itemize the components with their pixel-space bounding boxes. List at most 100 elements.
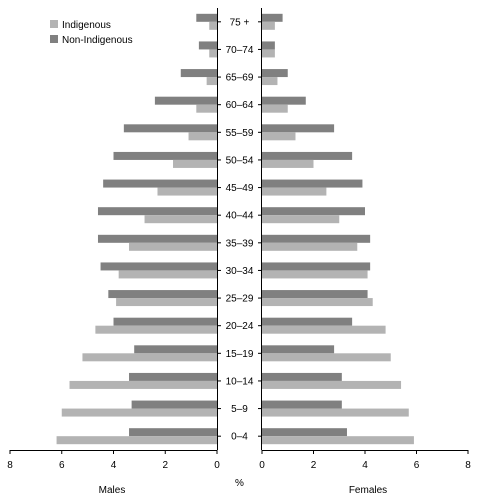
age-labels-group: 0–4 5–9 10–14 15–19 20–24 25–29 30–34 35–39 40–4… [226, 17, 254, 442]
bar-males-non-indigenous-50-54 [113, 151, 217, 160]
age-label-15-19: 15–19 [226, 349, 254, 360]
bars-group [56, 13, 414, 445]
age-label-75: 75 + [230, 17, 250, 28]
age-label-30-34: 30–34 [226, 266, 254, 277]
legend-swatch-indigenous [50, 20, 58, 28]
bar-females-non-indigenous-5-9 [262, 400, 342, 409]
bar-males-non-indigenous-0-4 [129, 428, 217, 437]
age-label-20-24: 20–24 [226, 321, 254, 332]
bar-females-non-indigenous-20-24 [262, 317, 353, 326]
x-tick-label-left-0: 0 [214, 460, 220, 471]
bar-females-indigenous-35-39 [262, 242, 358, 251]
bar-males-non-indigenous-40-44 [97, 207, 217, 216]
age-label-40-44: 40–44 [226, 211, 254, 222]
bar-females-indigenous-40-44 [262, 215, 340, 224]
bar-males-indigenous-0-4 [56, 436, 218, 445]
bar-males-non-indigenous-5-9 [131, 400, 217, 409]
bar-females-non-indigenous-0-4 [262, 428, 347, 437]
bar-males-non-indigenous-15-19 [134, 345, 217, 354]
age-label-55-59: 55–59 [226, 128, 254, 139]
bar-males-indigenous-30-34 [118, 270, 217, 279]
bar-females-non-indigenous-35-39 [262, 234, 371, 243]
bar-females-non-indigenous-45-49 [262, 179, 363, 188]
bar-males-non-indigenous-70-74 [198, 41, 217, 50]
bar-females-non-indigenous-40-44 [262, 207, 365, 216]
bar-females-indigenous-55-59 [262, 132, 296, 141]
x-axis-unit-label: % [235, 478, 244, 489]
legend: Indigenous Non-Indigenous [50, 20, 133, 46]
bar-females-non-indigenous-10-14 [262, 372, 342, 381]
bar-males-indigenous-45-49 [157, 187, 217, 196]
bar-males-non-indigenous-30-34 [100, 262, 217, 271]
bar-males-indigenous-5-9 [61, 408, 217, 417]
bar-females-indigenous-70-74 [262, 49, 275, 58]
bar-females-indigenous-15-19 [262, 353, 391, 362]
bar-males-non-indigenous-65-69 [180, 69, 217, 78]
bar-males-non-indigenous-25-29 [108, 290, 217, 299]
bar-males-indigenous-75 [209, 21, 217, 30]
bar-males-non-indigenous-60-64 [154, 96, 217, 105]
bar-males-non-indigenous-75 [196, 13, 217, 22]
bar-males-indigenous-70-74 [209, 49, 217, 58]
legend-label-non-indigenous: Non-Indigenous [62, 35, 133, 46]
bar-females-indigenous-45-49 [262, 187, 327, 196]
bar-females-indigenous-60-64 [262, 104, 288, 113]
bar-females-non-indigenous-65-69 [262, 69, 288, 78]
bar-females-indigenous-10-14 [262, 380, 402, 389]
x-tick-label-right-2: 2 [311, 460, 317, 471]
bar-females-non-indigenous-15-19 [262, 345, 335, 354]
legend-label-indigenous: Indigenous [62, 20, 111, 31]
bar-females-non-indigenous-25-29 [262, 290, 368, 299]
bar-females-indigenous-65-69 [262, 77, 278, 86]
bar-males-non-indigenous-35-39 [97, 234, 217, 243]
age-label-10-14: 10–14 [226, 376, 254, 387]
bar-females-indigenous-0-4 [262, 436, 414, 445]
bar-females-non-indigenous-70-74 [262, 41, 275, 50]
bar-females-indigenous-75 [262, 21, 275, 30]
bar-males-indigenous-50-54 [173, 159, 217, 168]
x-tick-label-right-0: 0 [259, 460, 265, 471]
x-tick-label-right-8: 8 [465, 460, 471, 471]
age-label-5-9: 5–9 [231, 404, 248, 415]
x-tick-label-right-6: 6 [414, 460, 420, 471]
x-tick-label-right-4: 4 [362, 460, 368, 471]
age-label-45-49: 45–49 [226, 183, 254, 194]
bar-males-indigenous-10-14 [69, 380, 217, 389]
x-tick-label-left-2: 2 [162, 460, 168, 471]
bar-females-indigenous-20-24 [262, 325, 386, 334]
bar-males-indigenous-60-64 [196, 104, 217, 113]
age-label-65-69: 65–69 [226, 73, 254, 84]
bar-males-indigenous-35-39 [129, 242, 217, 251]
bar-males-non-indigenous-55-59 [123, 124, 217, 133]
bar-females-indigenous-25-29 [262, 298, 373, 307]
x-tick-label-left-8: 8 [7, 460, 13, 471]
bar-females-indigenous-50-54 [262, 159, 314, 168]
bar-males-non-indigenous-45-49 [103, 179, 217, 188]
bar-males-indigenous-65-69 [206, 77, 217, 86]
bar-males-indigenous-20-24 [95, 325, 217, 334]
bar-males-indigenous-55-59 [188, 132, 217, 141]
bar-males-indigenous-40-44 [144, 215, 217, 224]
bar-females-non-indigenous-55-59 [262, 124, 335, 133]
bar-females-indigenous-5-9 [262, 408, 409, 417]
age-label-70-74: 70–74 [226, 45, 254, 56]
age-label-50-54: 50–54 [226, 155, 254, 166]
bar-females-non-indigenous-30-34 [262, 262, 371, 271]
age-label-0-4: 0–4 [231, 432, 248, 443]
age-label-25-29: 25–29 [226, 294, 254, 305]
x-tick-label-left-4: 4 [111, 460, 117, 471]
age-label-35-39: 35–39 [226, 238, 254, 249]
bar-females-non-indigenous-50-54 [262, 151, 353, 160]
bar-males-non-indigenous-10-14 [129, 372, 217, 381]
x-tick-label-left-6: 6 [59, 460, 65, 471]
bar-females-indigenous-30-34 [262, 270, 368, 279]
bar-males-indigenous-25-29 [116, 298, 217, 307]
females-label: Females [349, 485, 387, 496]
age-label-60-64: 60–64 [226, 100, 254, 111]
legend-swatch-non-indigenous [50, 35, 58, 43]
axes-group [9, 8, 469, 454]
bar-females-non-indigenous-75 [262, 13, 283, 22]
males-label: Males [99, 485, 126, 496]
tick-labels-group: 8 6 4 2 0 2 4 6 8 0 [7, 460, 471, 471]
